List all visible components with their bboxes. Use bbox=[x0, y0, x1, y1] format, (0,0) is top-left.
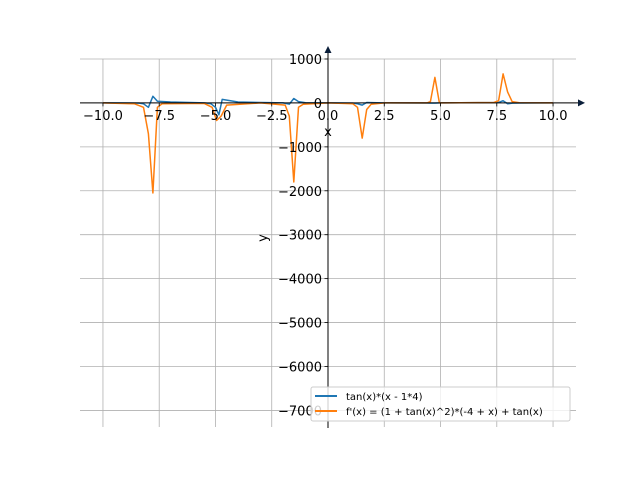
x-tick-label: 5.0 bbox=[430, 109, 451, 124]
y-axis-label: y bbox=[256, 234, 271, 242]
y-tick-label: −1000 bbox=[278, 141, 322, 156]
x-axis-label: x bbox=[324, 125, 332, 140]
y-axis-arrow-icon bbox=[324, 46, 332, 53]
x-tick-label: −7.5 bbox=[143, 109, 175, 124]
y-tick-label: −3000 bbox=[278, 229, 322, 244]
legend: tan(x)*(x - 1*4) f'(x) = (1 + tan(x)^2)*… bbox=[310, 386, 571, 422]
x-tick-label: −2.5 bbox=[256, 109, 288, 124]
x-tick-label: −10.0 bbox=[83, 109, 123, 124]
legend-box bbox=[310, 386, 571, 422]
x-tick-label: 10.0 bbox=[539, 109, 568, 124]
legend-label-0: tan(x)*(x - 1*4) bbox=[346, 392, 423, 403]
x-tick-label: −5.0 bbox=[200, 109, 232, 124]
axes bbox=[80, 46, 585, 428]
x-tick-label: 7.5 bbox=[486, 109, 507, 124]
x-axis-arrow-icon bbox=[578, 99, 585, 107]
legend-label-1: f'(x) = (1 + tan(x)^2)*(-4 + x) + tan(x) bbox=[346, 407, 543, 418]
x-tick-label: 2.5 bbox=[374, 109, 395, 124]
y-tick-label: −5000 bbox=[278, 317, 322, 332]
y-tick-label: 1000 bbox=[289, 53, 322, 68]
y-tick-label: 0 bbox=[314, 97, 322, 112]
ticks: −10.0 −7.5 −5.0 −2.5 0.0 2.5 5.0 7.5 10.0 1000 0 −1… bbox=[83, 53, 567, 419]
x-tick-label: 0.0 bbox=[318, 109, 339, 124]
y-tick-label: −4000 bbox=[278, 273, 322, 288]
y-tick-label: −6000 bbox=[278, 360, 322, 375]
y-tick-label: −2000 bbox=[278, 185, 322, 200]
